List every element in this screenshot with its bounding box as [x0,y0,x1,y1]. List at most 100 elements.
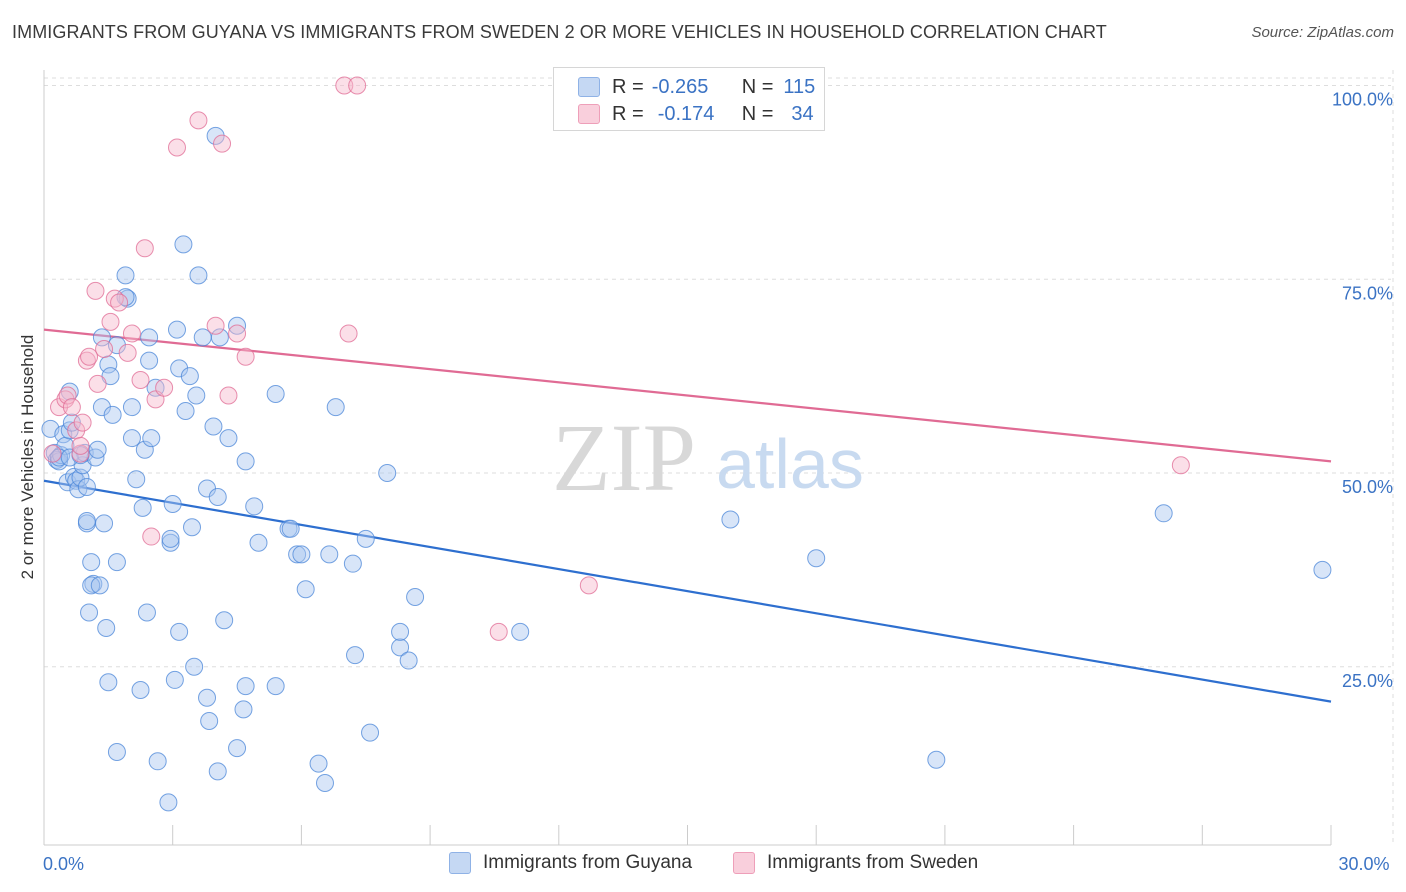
point-guyana [406,588,425,606]
point-guyana [142,429,161,448]
point-sweden [213,134,232,153]
point-guyana [249,533,268,552]
point-guyana [140,351,159,370]
stats-box: R = -0.265 N = 115 R = -0.174 N = 34 [553,67,825,131]
point-sweden [73,413,92,432]
point-sweden [155,378,174,397]
point-guyana [148,752,167,771]
point-sweden [189,111,208,130]
stats-n-label: N = [741,102,774,125]
point-sweden [228,324,247,343]
point-guyana [219,429,238,448]
point-guyana [281,519,300,538]
stats-n-value: 115 [783,75,816,98]
point-guyana [343,554,362,573]
point-guyana [127,470,146,489]
legend-item-guyana[interactable]: Immigrants from Guyana [449,852,692,874]
point-guyana [266,384,285,403]
point-guyana [320,545,339,564]
point-guyana [77,477,96,496]
point-guyana [296,580,315,599]
point-sweden [118,343,137,362]
point-guyana [97,619,116,637]
point-guyana [292,545,311,564]
point-guyana [511,622,530,641]
point-guyana [346,646,365,665]
point-sweden [131,371,150,389]
point-sweden [43,444,62,463]
point-sweden [335,76,354,95]
point-guyana [200,712,219,730]
point-sweden [86,281,105,300]
point-guyana [161,529,180,548]
stats-row-sweden: R = -0.174 N = 34 [554,101,814,127]
point-guyana [133,498,152,517]
point-guyana [189,266,208,285]
point-guyana [187,386,206,405]
point-sweden [348,76,367,95]
point-guyana [174,235,193,254]
point-guyana [176,402,195,420]
point-guyana [122,398,141,417]
point-guyana [236,452,255,471]
point-guyana [215,611,234,630]
point-guyana [183,518,202,537]
point-guyana [99,673,118,692]
point-guyana [378,464,397,482]
point-guyana [210,328,229,347]
point-sweden [167,138,186,157]
point-sweden [219,386,238,405]
point-sweden [1171,456,1190,475]
point-guyana [116,266,135,285]
point-guyana [208,762,227,781]
point-guyana [80,603,99,622]
stats-r-value: -0.265 [651,75,709,98]
point-guyana [185,657,204,676]
point-sweden [489,622,508,641]
chart-title: IMMIGRANTS FROM GUYANA VS IMMIGRANTS FRO… [12,22,1107,42]
y-tick-label: 75.0% [1342,283,1393,303]
legend-item-sweden[interactable]: Immigrants from Sweden [733,852,978,874]
stats-n-label: N = [741,75,774,98]
point-guyana [131,681,150,699]
point-guyana [60,448,79,467]
point-guyana [228,739,247,758]
watermark-zip: ZIP [552,404,696,511]
stats-r-label: R = [612,75,644,98]
point-guyana [167,320,186,339]
point-guyana [721,510,740,529]
point-guyana [927,750,946,769]
legend-swatch-sweden [733,852,755,874]
y-tick-label: 100.0% [1332,90,1393,110]
point-guyana [245,497,264,516]
point-sweden [236,347,255,366]
point-guyana [107,743,126,761]
point-guyana [391,638,410,657]
point-guyana [326,398,345,417]
point-guyana [95,514,114,533]
watermark-atlas: atlas [716,425,864,503]
point-sweden [95,340,114,358]
point-guyana [204,417,223,436]
x-tick-label: 30.0% [1338,854,1389,874]
y-tick-label: 50.0% [1342,477,1393,497]
point-sweden [110,293,129,312]
point-guyana [90,576,109,595]
stats-n-value: 34 [791,102,814,125]
watermark: ZIP atlas [552,404,864,511]
point-guyana [92,328,111,347]
point-guyana [309,754,328,773]
gridlines [44,70,1394,845]
point-guyana [103,405,122,424]
point-sweden [206,316,225,335]
stats-r-value: -0.174 [657,102,715,125]
point-guyana [122,429,141,448]
point-guyana [315,774,334,792]
point-guyana [159,793,178,812]
y-axis-label: 2 or more Vehicles in Household [18,335,37,580]
point-guyana [208,488,227,507]
point-guyana [140,328,159,347]
y-tick-label: 25.0% [1342,671,1393,691]
point-guyana [1154,504,1173,523]
point-sweden [71,444,90,463]
